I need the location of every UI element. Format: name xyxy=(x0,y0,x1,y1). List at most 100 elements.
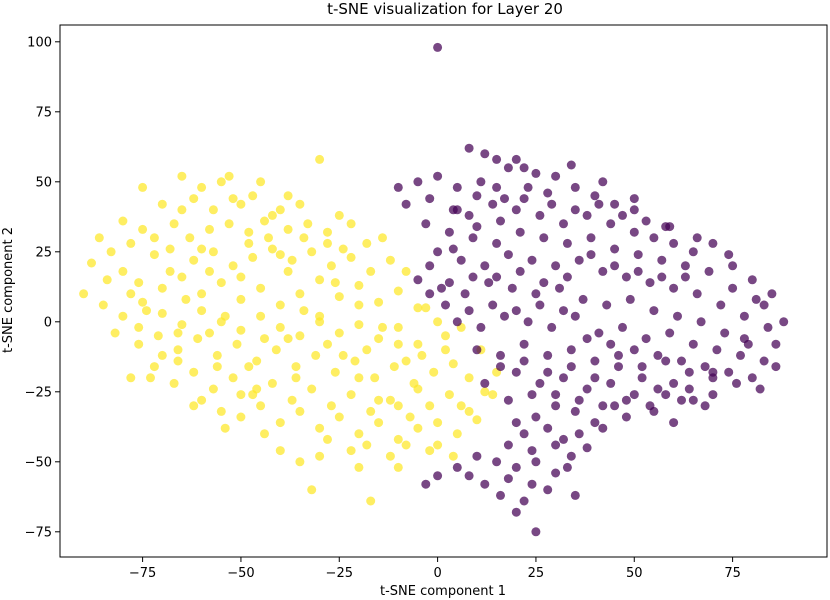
scatter-point xyxy=(590,191,600,201)
scatter-point xyxy=(252,384,262,394)
scatter-point xyxy=(433,42,443,52)
scatter-point xyxy=(275,322,285,332)
scatter-point xyxy=(323,339,332,349)
x-tick-label: −25 xyxy=(326,566,353,581)
scatter-point xyxy=(413,303,423,313)
scatter-point xyxy=(232,339,242,349)
scatter-point xyxy=(169,219,179,229)
y-tick-label: −50 xyxy=(25,455,52,470)
scatter-point xyxy=(724,367,734,377)
scatter-point xyxy=(480,479,490,489)
scatter-point xyxy=(146,373,155,383)
scatter-point xyxy=(185,233,195,243)
scatter-point xyxy=(366,496,376,506)
scatter-point xyxy=(503,163,513,173)
scatter-point xyxy=(224,219,234,229)
scatter-point xyxy=(527,446,537,456)
scatter-point xyxy=(220,311,230,321)
scatter-point xyxy=(586,233,596,243)
scatter-point xyxy=(531,527,541,537)
scatter-point xyxy=(437,283,446,293)
scatter-point xyxy=(488,390,498,400)
scatter-point xyxy=(433,247,443,257)
scatter-point xyxy=(574,429,584,439)
scatter-point xyxy=(574,255,584,265)
scatter-point xyxy=(464,210,474,220)
scatter-point xyxy=(527,479,537,489)
scatter-point xyxy=(747,275,757,285)
x-axis-ticks: −75 −50 −25 0 25 50 75 xyxy=(129,557,741,581)
scatter-point xyxy=(480,387,490,397)
scatter-point xyxy=(244,238,254,248)
scatter-point xyxy=(267,378,277,388)
scatter-point xyxy=(492,154,502,164)
scatter-point xyxy=(680,261,690,271)
scatter-point xyxy=(456,401,466,411)
scatter-point xyxy=(739,334,749,344)
scatter-point xyxy=(511,507,521,517)
scatter-point xyxy=(688,339,698,349)
scatter-point xyxy=(346,390,356,400)
scatter-point xyxy=(283,266,293,276)
scatter-point xyxy=(165,244,175,254)
scatter-point xyxy=(208,247,218,257)
scatter-point xyxy=(244,227,254,237)
scatter-point xyxy=(559,373,568,383)
scatter-point xyxy=(165,266,175,276)
scatter-point xyxy=(618,210,627,220)
scatter-point xyxy=(606,378,616,388)
scatter-point xyxy=(413,339,423,349)
scatter-point xyxy=(684,384,694,394)
scatter-point xyxy=(519,356,529,366)
scatter-point xyxy=(441,345,450,355)
scatter-point xyxy=(629,227,639,237)
y-tick-label: 75 xyxy=(35,105,52,120)
scatter-point xyxy=(378,322,387,332)
scatter-point xyxy=(547,322,557,332)
scatter-point xyxy=(468,272,478,282)
scatter-point xyxy=(582,334,592,344)
scatter-point xyxy=(205,224,214,234)
scatter-point xyxy=(138,297,148,307)
scatter-point xyxy=(149,362,159,372)
scatter-point xyxy=(271,345,281,355)
scatter-point xyxy=(393,322,403,332)
scatter-point xyxy=(291,362,301,372)
scatter-point xyxy=(519,429,529,439)
scatter-point xyxy=(610,199,620,209)
scatter-point xyxy=(535,378,545,388)
scatter-point xyxy=(527,390,537,400)
scatter-point xyxy=(338,244,348,254)
x-axis-label: t-SNE component 1 xyxy=(380,584,506,599)
scatter-point xyxy=(641,334,651,344)
scatter-point xyxy=(547,199,557,209)
scatter-point xyxy=(448,451,458,461)
scatter-point xyxy=(385,395,395,405)
scatter-point xyxy=(169,378,179,388)
scatter-point xyxy=(79,289,89,299)
scatter-point xyxy=(346,446,356,456)
scatter-point xyxy=(559,219,568,229)
scatter-point xyxy=(236,199,246,209)
scatter-point xyxy=(118,266,128,276)
scatter-point xyxy=(716,300,726,310)
scatter-point xyxy=(476,177,486,187)
scatter-point xyxy=(374,297,384,307)
scatter-point xyxy=(366,266,376,276)
scatter-point xyxy=(330,278,340,288)
scatter-point xyxy=(326,401,336,411)
scatter-point xyxy=(307,384,317,394)
scatter-point xyxy=(610,261,620,271)
scatter-point xyxy=(456,255,466,265)
scatter-point xyxy=(488,199,498,209)
scatter-point xyxy=(385,255,395,265)
scatter-point xyxy=(173,356,183,366)
scatter-point xyxy=(256,177,266,187)
scatter-point xyxy=(598,177,608,187)
x-tick-label: −50 xyxy=(227,566,254,581)
scatter-point xyxy=(747,373,757,383)
scatter-point xyxy=(511,418,521,428)
scatter-point xyxy=(287,255,297,265)
scatter-point xyxy=(507,283,517,293)
scatter-point xyxy=(555,283,564,293)
